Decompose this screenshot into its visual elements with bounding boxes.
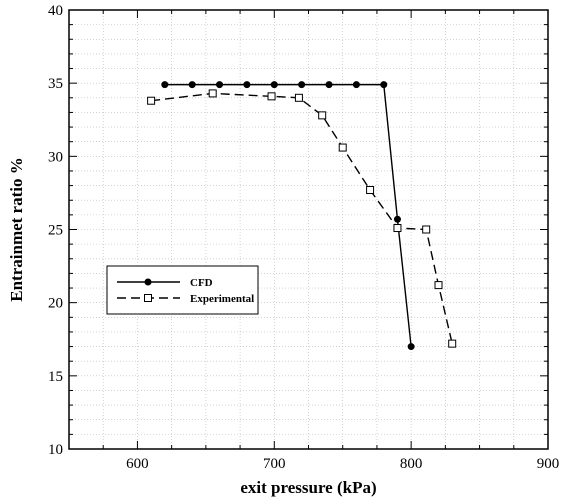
data-point — [243, 81, 251, 89]
data-point — [422, 225, 431, 234]
data-point — [270, 81, 278, 89]
data-point — [318, 111, 327, 120]
legend-item-experimental: Experimental — [117, 293, 254, 305]
data-point — [407, 343, 415, 351]
y-tick-label: 25 — [48, 223, 63, 239]
data-point — [298, 81, 306, 89]
data-point — [208, 89, 217, 98]
y-tick-label: 40 — [48, 3, 63, 19]
axis-ticks: 600 700 800 900 10 15 20 25 30 35 40 — [48, 3, 559, 472]
series-experimental — [147, 89, 457, 348]
legend: CFD Experimental — [106, 265, 259, 315]
data-point — [161, 81, 169, 89]
data-point — [325, 81, 333, 89]
data-point — [393, 224, 402, 233]
data-point — [144, 278, 152, 286]
data-point — [216, 81, 224, 89]
x-tick-label: 700 — [263, 456, 286, 472]
y-axis-title: Entrainmet ratio % — [7, 157, 26, 301]
y-tick-label: 20 — [48, 296, 63, 312]
data-point — [267, 92, 276, 101]
series-layer — [147, 81, 457, 351]
x-axis-title: exit pressure (kPa) — [240, 478, 376, 497]
y-tick-label: 35 — [48, 76, 63, 92]
y-tick-label: 10 — [48, 442, 63, 458]
y-tick-label: 15 — [48, 369, 63, 385]
grid — [68, 9, 549, 450]
data-point — [366, 185, 375, 194]
series-cfd — [161, 81, 415, 351]
data-point — [188, 81, 196, 89]
data-point — [147, 96, 156, 105]
data-point — [380, 81, 388, 89]
x-tick-label: 600 — [126, 456, 149, 472]
data-point — [448, 339, 457, 348]
legend-label: Experimental — [190, 293, 254, 305]
y-tick-label: 30 — [48, 149, 63, 165]
x-tick-label: 900 — [537, 456, 560, 472]
x-tick-label: 800 — [400, 456, 423, 472]
data-point — [393, 215, 401, 223]
legend-box — [106, 265, 259, 315]
data-point — [434, 281, 443, 290]
data-point — [144, 294, 152, 302]
data-point — [352, 81, 360, 89]
legend-item-cfd: CFD — [117, 277, 213, 289]
data-point — [294, 93, 303, 102]
legend-label: CFD — [190, 277, 213, 289]
data-point — [338, 143, 347, 152]
